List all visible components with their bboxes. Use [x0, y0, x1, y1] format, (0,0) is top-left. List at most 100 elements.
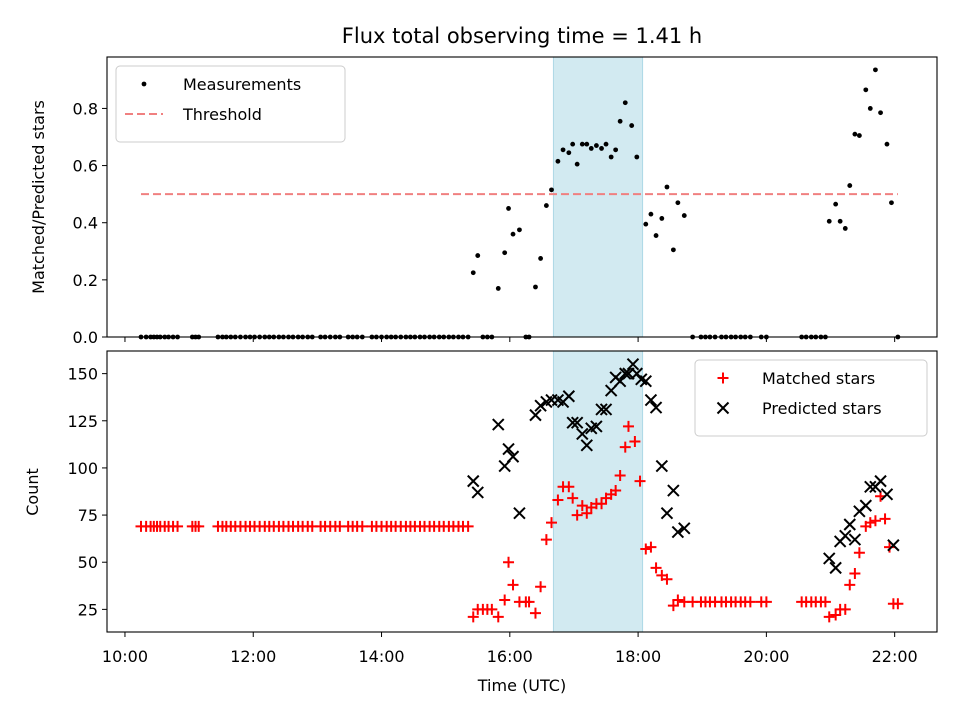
predicted-star-point	[859, 499, 873, 512]
matched-star-point	[760, 596, 772, 608]
legend-label: Measurements	[183, 75, 301, 94]
y-tick-label: 0.8	[73, 99, 98, 118]
matched-star-point	[576, 500, 588, 512]
matched-star-point	[844, 579, 856, 591]
y-tick-label: 75	[78, 506, 98, 525]
matched-star-point	[672, 594, 684, 606]
predicted-star-point	[604, 384, 618, 397]
measurement-point	[659, 216, 665, 221]
predicted-star-point	[595, 403, 608, 416]
matched-star-point	[645, 541, 657, 553]
matched-star-point	[884, 541, 896, 553]
matched-star-point	[567, 492, 579, 504]
predicted-star-point	[626, 357, 640, 371]
predicted-star-point	[534, 399, 547, 412]
legend-dot-marker	[141, 81, 147, 87]
measurement-point	[517, 227, 522, 233]
legend-label: Matched stars	[762, 369, 875, 388]
matched-star-point	[172, 520, 184, 532]
matched-star-point	[596, 498, 608, 510]
matched-star-point	[462, 520, 474, 532]
predicted-star-point	[649, 401, 663, 414]
matched-star-point	[546, 517, 558, 529]
matched-star-point	[523, 596, 535, 608]
predicted-star-point	[864, 480, 877, 493]
predicted-star-point	[562, 390, 576, 403]
measurement-point	[634, 154, 640, 160]
matched-star-point	[819, 596, 831, 608]
bottom-legend: Matched stars Predicted stars	[694, 359, 928, 437]
predicted-star-point	[513, 506, 526, 520]
matched-star-point	[563, 481, 575, 493]
measurement-point	[664, 184, 670, 190]
measurement-point	[475, 253, 481, 258]
measurement-point	[648, 211, 654, 217]
y-tick-label: 0.6	[73, 157, 98, 176]
matched-star-point	[864, 517, 876, 529]
count-panel: 25 50 75 100 125 150 10:00 12:00 14:00 16:00 18:00…	[67, 350, 938, 666]
y-tick-label: 100	[67, 459, 98, 478]
matched-star-point	[614, 469, 626, 481]
matched-star-point	[529, 607, 541, 619]
predicted-star-point	[678, 522, 691, 535]
measurement-point	[555, 158, 561, 164]
predicted-star-point	[576, 427, 589, 441]
y-tick-label: 0.4	[73, 214, 98, 233]
measurement-point	[826, 218, 832, 224]
axes-frame	[106, 56, 938, 338]
predicted-star-point	[880, 488, 894, 501]
predicted-star-point	[823, 552, 836, 565]
measurement-point	[878, 110, 883, 116]
measurement-point	[675, 200, 681, 206]
measurement-point	[629, 123, 635, 128]
predicted-star-point	[655, 459, 669, 473]
x-tick-label: 16:00	[487, 647, 533, 666]
measurement-point	[594, 143, 599, 148]
measurement-point	[549, 187, 554, 193]
predicted-star-point	[887, 539, 900, 552]
predicted-star-point	[667, 484, 680, 497]
measurement-point	[510, 231, 516, 237]
matched-star-point	[552, 494, 564, 506]
measurement-point	[867, 106, 873, 111]
measurement-point	[533, 284, 538, 290]
predicted-star-point	[848, 533, 862, 546]
predicted-star-point	[644, 393, 658, 407]
measurement-point	[502, 250, 508, 256]
matched-star-point	[650, 562, 662, 574]
measurement-point	[579, 141, 585, 147]
x-tick-label: 20:00	[743, 647, 789, 666]
predicted-star-point	[639, 374, 653, 388]
predicted-star-point	[660, 506, 674, 520]
x-tick-label: 12:00	[230, 647, 276, 666]
matched-star-point	[839, 603, 851, 615]
matched-star-point	[640, 543, 652, 555]
predicted-star-point	[599, 403, 613, 416]
legend-plus-marker	[717, 372, 729, 384]
measurement-point	[653, 233, 659, 238]
measurement-point	[599, 146, 604, 151]
measurement-point	[884, 141, 890, 147]
axes-frame	[106, 350, 938, 633]
matched-star-point	[610, 485, 622, 497]
measurement-point	[566, 150, 572, 156]
ratio-panel: 0.0 0.2 0.4 0.6 0.8 Measurements Threshold	[73, 56, 938, 347]
legend-label: Predicted stars	[762, 399, 882, 418]
matched-star-point	[849, 568, 861, 580]
measurement-point	[574, 161, 580, 167]
measurement-point	[889, 200, 894, 206]
matched-star-point	[823, 611, 835, 623]
top-legend: Measurements Threshold	[115, 65, 346, 143]
measurement-point	[543, 203, 549, 208]
measurement-point	[584, 141, 590, 147]
measurement-point	[470, 270, 476, 276]
measurement-point	[603, 141, 609, 147]
measurement-point	[560, 147, 566, 153]
matched-star-point	[619, 441, 631, 453]
matched-star-point	[634, 475, 646, 487]
predicted-star-point	[590, 420, 603, 433]
matched-star-point	[661, 573, 673, 585]
matched-star-point	[467, 611, 479, 623]
matched-star-point	[356, 520, 368, 532]
measurement-point	[608, 154, 614, 160]
